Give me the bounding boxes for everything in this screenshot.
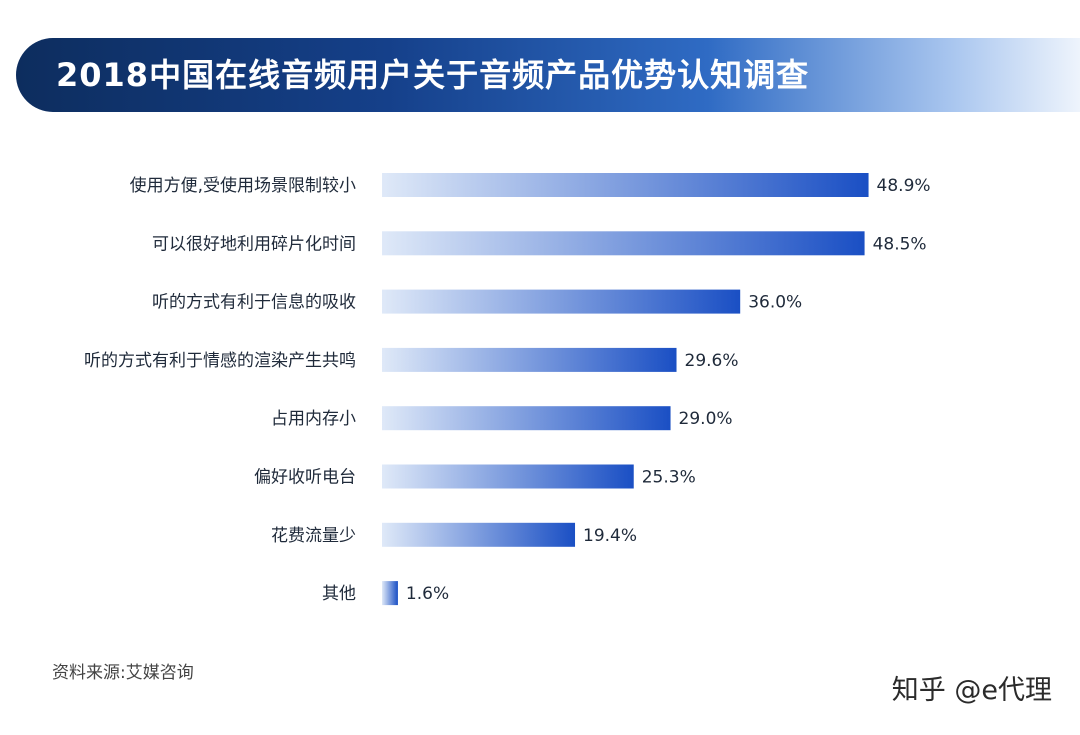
bar <box>382 347 677 372</box>
value-label: 36.0% <box>748 293 802 313</box>
value-label: 25.3% <box>642 468 696 488</box>
value-label: 1.6% <box>406 584 449 604</box>
category-label: 使用方便,受使用场景限制较小 <box>130 175 356 196</box>
bar <box>382 289 741 314</box>
value-label: 48.9% <box>877 176 931 196</box>
bar <box>382 522 576 547</box>
chart-title: 2018中国在线音频用户关于音频产品优势认知调查 <box>56 56 810 94</box>
bar <box>382 173 869 197</box>
value-label: 29.0% <box>679 409 733 429</box>
value-label: 29.6% <box>685 351 739 371</box>
value-label: 19.4% <box>583 526 637 546</box>
value-label: 48.5% <box>873 234 927 254</box>
category-label: 听的方式有利于信息的吸收 <box>152 293 356 313</box>
category-label: 其他 <box>322 584 356 604</box>
title-band <box>16 38 1080 112</box>
bar-chart: 使用方便,受使用场景限制较小 48.9% 可以很好地利用碎片化时间 48.5% 听的方式… <box>84 173 931 606</box>
bar <box>382 231 865 256</box>
category-label: 花费流量少 <box>271 526 356 546</box>
bar <box>382 406 671 431</box>
bar <box>382 464 634 489</box>
category-label: 听的方式有利于情感的渲染产生共鸣 <box>84 351 356 371</box>
category-label: 占用内存小 <box>271 409 356 429</box>
category-label: 偏好收听电台 <box>254 468 356 488</box>
bar <box>382 581 398 606</box>
source-note: 资料来源:艾媒咨询 <box>52 663 194 683</box>
category-label: 可以很好地利用碎片化时间 <box>152 234 356 254</box>
watermark: 知乎 @e代理 <box>891 675 1052 706</box>
